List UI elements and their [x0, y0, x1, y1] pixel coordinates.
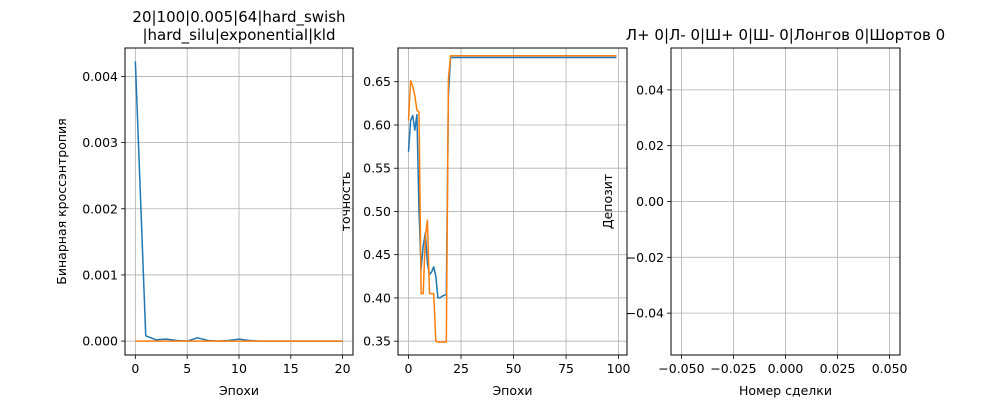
- y-axis-label: точность: [338, 172, 353, 232]
- y-tick-label: 0.00: [636, 194, 664, 209]
- x-tick-label: 15: [283, 361, 299, 376]
- x-tick-label: 75: [558, 361, 574, 376]
- y-tick-label: 0.35: [363, 334, 391, 349]
- x-tick-label: 0.000: [768, 361, 804, 376]
- x-axis-label: Эпохи: [219, 383, 259, 398]
- x-tick-label: 25: [453, 361, 469, 376]
- x-tick-label: 0: [131, 361, 139, 376]
- y-tick-label: 0.65: [363, 74, 391, 89]
- y-tick-label: 0.004: [82, 69, 118, 84]
- x-tick-label: 50: [506, 361, 522, 376]
- chart-accuracy: 0 25 50 75 100 0.35 0.40 0.45 0.50 0.55 0.60 0.65 Эп…: [338, 47, 631, 398]
- y-tick-label: 0.003: [82, 135, 118, 150]
- y-tick-label: 0.002: [82, 201, 118, 216]
- y-tick-label: 0.40: [363, 290, 391, 305]
- x-tick-label: 20: [335, 361, 351, 376]
- x-tick-label: −0.025: [710, 361, 756, 376]
- y-tick-label: 0.02: [636, 138, 664, 153]
- y-axis-label: Бинарная кроссэнтропия: [54, 118, 69, 284]
- x-tick-label: −0.050: [658, 361, 704, 376]
- x-axis-label: Номер сделки: [739, 383, 832, 398]
- y-tick-label: 0.55: [363, 161, 391, 176]
- y-tick-label: 0.50: [363, 204, 391, 219]
- y-tick-label: −0.02: [626, 250, 664, 265]
- y-tick-label: 0.000: [82, 334, 118, 349]
- y-tick-label: 0.04: [636, 82, 664, 97]
- x-tick-label: 0.050: [872, 361, 908, 376]
- x-tick-label: 10: [231, 361, 247, 376]
- x-tick-label: 5: [183, 361, 191, 376]
- series-line-0: [407, 56, 617, 299]
- chart-loss: 0 5 10 15 20 0.000 0.001 0.002 0.003 0.004 Эпохи Би…: [54, 8, 354, 398]
- series-line-1: [407, 55, 617, 343]
- x-tick-label: 100: [607, 361, 631, 376]
- chart-title: Л+ 0|Л- 0|Ш+ 0|Ш- 0|Лонгов 0|Шортов 0: [626, 26, 945, 44]
- x-tick-label: 0.025: [820, 361, 856, 376]
- x-axis-label: Эпохи: [492, 383, 532, 398]
- chart-deposit: −0.050 −0.025 0.000 0.025 0.050 −0.04 −0.02 0.0…: [600, 26, 945, 398]
- y-tick-label: 0.45: [363, 247, 391, 262]
- plot-frame: [397, 47, 628, 356]
- chart-title: 20|100|0.005|64|hard_swish: [132, 8, 345, 27]
- y-axis-label: Депозит: [600, 174, 615, 229]
- y-tick-label: 0.001: [82, 267, 118, 282]
- y-tick-label: 0.60: [363, 117, 391, 132]
- x-tick-label: 0: [405, 361, 413, 376]
- chart-title: |hard_silu|exponential|kld: [142, 26, 335, 45]
- y-tick-label: −0.04: [626, 306, 664, 321]
